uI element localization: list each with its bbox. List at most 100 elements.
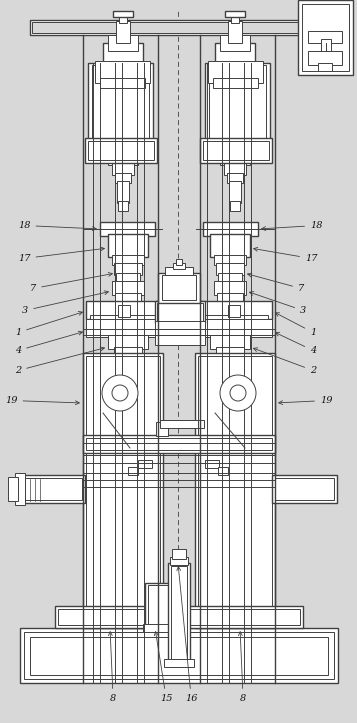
Text: 17: 17 bbox=[254, 247, 317, 263]
Bar bbox=[209, 65, 266, 141]
Bar bbox=[213, 78, 258, 88]
Bar bbox=[100, 222, 155, 236]
Bar bbox=[95, 61, 150, 83]
Bar bbox=[275, 478, 334, 500]
Text: 19: 19 bbox=[5, 396, 79, 405]
Bar bbox=[88, 63, 153, 143]
Bar bbox=[115, 293, 141, 303]
Bar bbox=[103, 43, 143, 63]
Bar bbox=[224, 163, 246, 175]
Bar bbox=[92, 65, 149, 141]
Text: 1: 1 bbox=[15, 312, 82, 337]
Bar bbox=[155, 301, 205, 323]
Bar bbox=[198, 356, 272, 440]
Text: 8: 8 bbox=[238, 632, 246, 703]
Circle shape bbox=[112, 385, 128, 401]
Bar bbox=[228, 305, 240, 317]
Bar bbox=[198, 446, 272, 625]
Bar bbox=[112, 163, 134, 175]
Bar bbox=[15, 473, 25, 505]
Bar bbox=[108, 234, 148, 257]
Bar bbox=[118, 305, 130, 317]
Bar bbox=[184, 301, 272, 319]
Bar bbox=[145, 583, 175, 628]
Circle shape bbox=[102, 375, 138, 411]
Bar bbox=[173, 263, 185, 269]
Bar bbox=[138, 460, 152, 468]
Bar bbox=[115, 173, 131, 183]
Bar bbox=[86, 446, 160, 625]
Bar bbox=[112, 281, 144, 295]
Text: 2: 2 bbox=[15, 347, 104, 375]
Bar bbox=[318, 63, 332, 71]
Circle shape bbox=[230, 385, 246, 401]
Bar bbox=[116, 273, 140, 283]
Bar bbox=[205, 460, 219, 468]
Text: 18: 18 bbox=[18, 221, 96, 231]
Text: 17: 17 bbox=[18, 247, 104, 263]
Bar bbox=[108, 335, 148, 349]
Bar bbox=[217, 293, 243, 303]
Text: 18: 18 bbox=[262, 221, 322, 231]
Bar bbox=[157, 303, 203, 321]
Bar bbox=[168, 563, 190, 663]
Bar bbox=[128, 467, 138, 475]
Text: 16: 16 bbox=[177, 567, 197, 703]
Bar bbox=[171, 566, 187, 660]
Bar bbox=[100, 78, 145, 88]
Bar bbox=[148, 585, 172, 625]
Bar bbox=[229, 181, 241, 203]
Bar bbox=[208, 61, 263, 83]
Text: 4: 4 bbox=[275, 333, 316, 355]
Text: 3: 3 bbox=[250, 291, 306, 315]
Bar bbox=[160, 420, 198, 428]
Bar bbox=[119, 15, 127, 23]
Bar bbox=[143, 624, 177, 632]
Bar bbox=[220, 141, 250, 165]
Bar bbox=[218, 467, 228, 475]
Bar bbox=[214, 255, 246, 265]
Bar bbox=[114, 347, 142, 357]
Bar bbox=[308, 31, 342, 43]
Bar bbox=[225, 11, 245, 17]
Bar bbox=[160, 420, 198, 428]
Bar bbox=[220, 35, 250, 51]
Bar bbox=[165, 267, 193, 275]
Bar bbox=[203, 141, 269, 160]
Text: 8: 8 bbox=[109, 632, 116, 703]
Bar bbox=[231, 15, 239, 23]
Bar bbox=[30, 20, 320, 35]
Bar bbox=[24, 632, 334, 679]
Bar bbox=[215, 43, 255, 63]
Bar bbox=[58, 609, 300, 625]
Text: 4: 4 bbox=[15, 331, 82, 355]
Bar bbox=[218, 273, 242, 283]
Bar bbox=[114, 263, 142, 275]
Bar bbox=[321, 39, 331, 51]
Bar bbox=[203, 222, 258, 236]
Bar bbox=[170, 557, 188, 565]
Bar bbox=[308, 51, 342, 65]
Bar bbox=[164, 659, 194, 667]
Bar bbox=[86, 438, 272, 450]
Bar bbox=[184, 319, 272, 337]
Bar bbox=[118, 201, 128, 211]
Bar bbox=[117, 181, 129, 203]
Bar bbox=[88, 141, 154, 160]
Bar bbox=[112, 255, 144, 265]
Bar bbox=[116, 355, 140, 365]
Text: 1: 1 bbox=[275, 313, 316, 337]
Text: 7: 7 bbox=[248, 273, 304, 293]
Bar bbox=[216, 347, 244, 357]
Bar bbox=[214, 281, 246, 295]
Bar bbox=[172, 549, 186, 559]
Bar bbox=[210, 335, 250, 349]
Bar bbox=[302, 4, 349, 71]
Bar bbox=[55, 606, 303, 628]
Bar bbox=[230, 201, 240, 211]
Text: 3: 3 bbox=[22, 291, 109, 315]
Bar bbox=[23, 478, 82, 500]
Bar bbox=[188, 315, 268, 323]
Bar bbox=[272, 475, 337, 503]
Bar bbox=[158, 273, 200, 303]
